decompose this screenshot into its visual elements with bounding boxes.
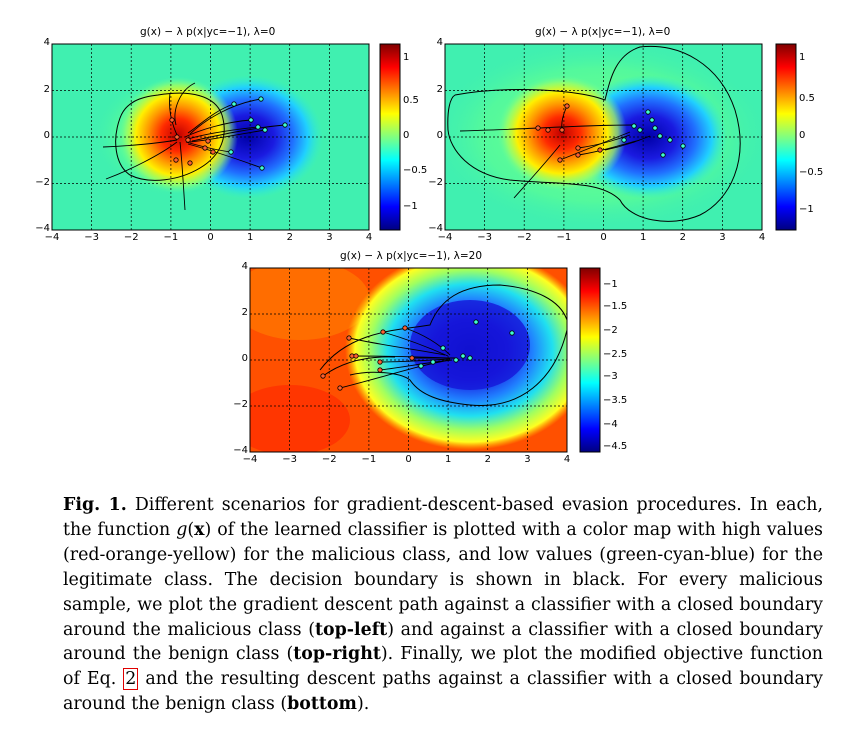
x-tick-label: −4: [242, 454, 258, 465]
y-tick-label: −4: [233, 445, 248, 456]
x-tick-label: −3: [282, 454, 297, 465]
equation-reference-link[interactable]: 2: [123, 668, 139, 691]
y-tick-label: 4: [43, 37, 50, 48]
x-tick-label: 4: [758, 232, 766, 243]
decision-boundary-top-left: [115, 92, 225, 181]
colorbar-tick-label: 0: [799, 130, 806, 141]
colorbar-tick-label: −1: [603, 279, 618, 291]
x-tick-label: 0: [405, 454, 412, 465]
colorbar-top-right: [775, 43, 797, 231]
y-tick-label: −2: [233, 399, 248, 410]
sample-points-top-right: [535, 103, 686, 163]
colorbar-tick-label: −0.5: [403, 165, 428, 177]
x-tick-label: −4: [437, 232, 453, 243]
caption-text-6: ).: [356, 694, 370, 715]
y-tick-label: 0: [241, 353, 248, 364]
y-tick-label: 4: [436, 37, 443, 48]
x-tick-label: 4: [563, 454, 571, 465]
caption-top-left: top-left: [315, 619, 388, 640]
colorbar-tick-label: −2: [603, 325, 618, 337]
colorbar-tick-label: 0.5: [403, 94, 419, 106]
x-tick-label: −4: [44, 232, 60, 243]
sample-points-bottom: [320, 319, 515, 391]
x-tick-label: 3: [326, 232, 333, 243]
colorbar-tick-label: −1: [799, 204, 814, 216]
colorbar-tick-label: −3: [603, 371, 618, 383]
y-tick-label: 2: [43, 83, 50, 95]
colorbar-tick-label: 0.5: [799, 92, 815, 104]
colorbar-tick-label: −1: [403, 200, 418, 212]
heatmap-bottom: [250, 268, 567, 452]
descent-paths-bottom: [322, 327, 455, 389]
x-tick-label: 1: [444, 454, 452, 465]
y-tick-label: 0: [436, 130, 443, 141]
colorbar-bottom: [579, 267, 601, 453]
caption-bottom: bottom: [287, 694, 357, 715]
x-tick-label: 0: [600, 232, 607, 243]
x-tick-label: 3: [524, 454, 531, 465]
caption-text-5: and the resulting descent paths against …: [63, 669, 823, 715]
caption-top-right: top-right: [293, 644, 381, 665]
colorbar-top-left: [379, 43, 401, 231]
colorbar-tick-label: −0.5: [799, 167, 824, 179]
colorbar-tick-label: −3.5: [603, 395, 628, 407]
decision-boundary-top-right: [447, 45, 741, 222]
x-tick-label: −1: [361, 454, 377, 465]
y-tick-label: −2: [428, 176, 443, 188]
colorbar-tick-label: −2.5: [603, 349, 628, 361]
x-tick-label: −3: [84, 232, 99, 243]
caption-text-2: ) of the learned classifier is plotted w…: [63, 519, 823, 640]
x-tick-label: −1: [163, 232, 179, 243]
colorbar-tick-label: 0: [403, 130, 410, 141]
y-tick-label: −4: [428, 223, 443, 234]
x-tick-label: −1: [556, 232, 572, 243]
x-tick-label: −3: [477, 232, 492, 243]
y-tick-label: 2: [436, 83, 443, 95]
figure-caption: Fig. 1. Different scenarios for gradient…: [63, 493, 823, 717]
x-tick-label: 0: [207, 232, 214, 243]
figure-canvas: [51, 43, 797, 453]
title-top-left: g(x) − λ p(x|yc=−1), λ=0: [140, 26, 276, 38]
y-tick-label: 2: [241, 307, 248, 318]
x-tick-label: 2: [286, 232, 293, 243]
sample-points-top-left: [169, 96, 288, 171]
y-tick-label: −4: [35, 223, 50, 234]
caption-g-symbol: g: [176, 519, 188, 540]
caption-text-4: ). Finally, we plot the modified objecti…: [63, 644, 823, 690]
descent-paths-top-left: [102, 82, 286, 211]
colorbar-tick-label: −4: [603, 419, 618, 431]
y-tick-label: −2: [35, 176, 50, 188]
x-tick-label: 1: [639, 232, 647, 243]
caption-x-symbol: x: [194, 519, 205, 540]
colorbar-tick-label: −4.5: [603, 441, 628, 453]
y-tick-label: 0: [43, 130, 50, 141]
title-top-right: g(x) − λ p(x|yc=−1), λ=0: [535, 26, 671, 38]
y-tick-label: 4: [241, 261, 248, 272]
x-tick-label: 2: [679, 232, 686, 243]
x-tick-label: 3: [719, 232, 726, 243]
x-tick-label: 4: [365, 232, 373, 243]
x-tick-label: 2: [484, 454, 491, 465]
colorbar-tick-label: −1.5: [603, 301, 628, 313]
caption-text-1: Different scenarios for gradient-descent…: [63, 495, 823, 540]
title-bottom: g(x) − λ p(x|yc=−1), λ=20: [340, 250, 483, 262]
x-tick-label: 1: [246, 232, 254, 243]
colorbar-tick-label: 1: [403, 51, 410, 63]
panel-bottom: [249, 267, 601, 453]
caption-paren: (: [187, 519, 195, 540]
caption-label: Fig. 1.: [63, 495, 127, 515]
x-tick-label: −2: [516, 232, 532, 243]
x-tick-label: −2: [321, 454, 337, 465]
x-tick-label: −2: [123, 232, 139, 243]
colorbar-tick-label: 1: [799, 51, 806, 63]
caption-text-3: ) and against a classifier with a closed…: [63, 619, 823, 665]
panel-top-left: [51, 43, 401, 231]
panel-top-right: [444, 43, 797, 231]
